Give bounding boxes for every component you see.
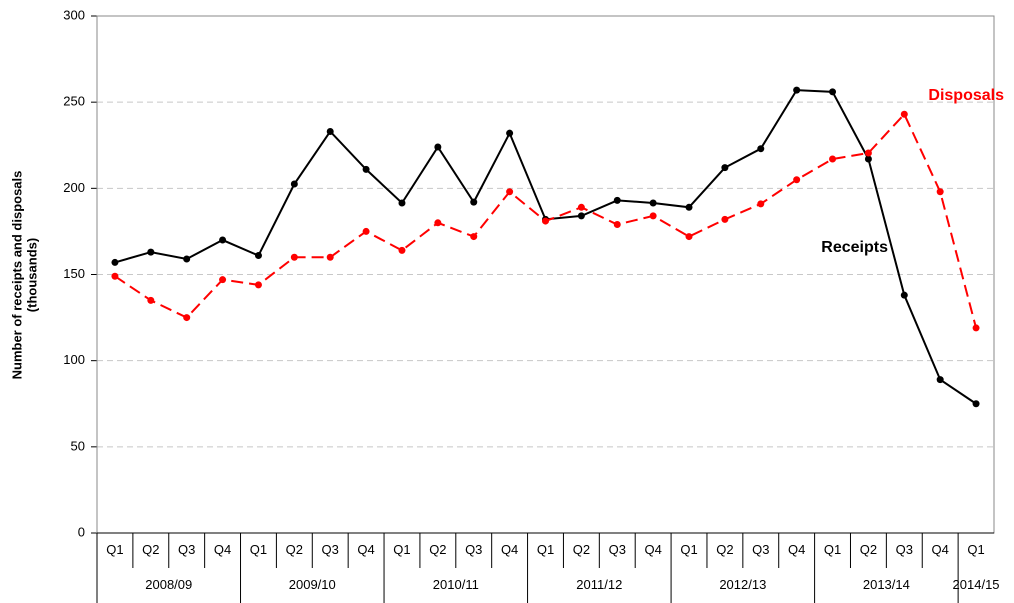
data-point xyxy=(829,88,837,96)
data-point xyxy=(864,155,872,163)
data-point xyxy=(111,272,119,280)
y-tick-label: 150 xyxy=(63,266,85,281)
data-point xyxy=(254,281,262,289)
data-point xyxy=(219,236,227,244)
group-label: 2013/14 xyxy=(863,577,910,592)
data-point xyxy=(290,253,298,261)
y-tick-label: 100 xyxy=(63,352,85,367)
x-tick-label: Q4 xyxy=(644,542,661,557)
data-point xyxy=(183,314,191,322)
y-tick-label: 250 xyxy=(63,94,85,109)
data-point xyxy=(649,212,657,220)
data-point xyxy=(434,143,442,151)
data-point xyxy=(470,233,478,241)
x-tick-label: Q3 xyxy=(322,542,339,557)
data-point xyxy=(470,198,478,206)
data-point xyxy=(542,217,549,225)
data-point xyxy=(577,203,585,211)
data-point xyxy=(506,188,514,196)
y-tick-label: 300 xyxy=(63,7,85,22)
x-tick-label: Q3 xyxy=(752,542,769,557)
data-point xyxy=(721,164,729,172)
x-tick-label: Q3 xyxy=(178,542,195,557)
x-tick-label: Q3 xyxy=(465,542,482,557)
x-tick-label: Q1 xyxy=(250,542,267,557)
group-label: 2009/10 xyxy=(289,577,336,592)
group-label: 2012/13 xyxy=(719,577,766,592)
x-tick-label: Q4 xyxy=(932,542,949,557)
data-point xyxy=(936,188,944,196)
group-label: 2010/11 xyxy=(433,577,479,592)
y-axis-label: (thousands) xyxy=(24,238,39,312)
x-tick-label: Q1 xyxy=(537,542,554,557)
data-point xyxy=(793,176,801,184)
data-point xyxy=(398,199,406,207)
data-point xyxy=(721,215,729,223)
series-label: Receipts xyxy=(821,239,888,256)
x-tick-label: Q2 xyxy=(429,542,446,557)
x-tick-label: Q2 xyxy=(286,542,303,557)
data-point xyxy=(864,149,872,157)
data-point xyxy=(147,248,155,256)
x-tick-label: Q4 xyxy=(357,542,374,557)
data-point xyxy=(398,246,406,254)
data-point xyxy=(685,203,693,211)
x-tick-label: Q4 xyxy=(788,542,805,557)
data-point xyxy=(362,227,370,235)
data-point xyxy=(111,258,119,266)
data-point xyxy=(829,155,837,163)
data-point xyxy=(577,212,585,220)
data-point xyxy=(793,86,801,94)
data-point xyxy=(613,196,621,204)
data-point xyxy=(434,219,442,227)
data-point xyxy=(972,324,980,332)
y-tick-label: 50 xyxy=(71,438,85,453)
data-point xyxy=(972,400,980,408)
data-point xyxy=(147,296,155,304)
y-tick-label: 200 xyxy=(63,180,85,195)
data-point xyxy=(219,276,227,284)
data-point xyxy=(613,221,621,229)
x-tick-label: Q2 xyxy=(716,542,733,557)
data-point xyxy=(326,127,334,135)
data-point xyxy=(685,233,693,241)
x-tick-label: Q1 xyxy=(680,542,697,557)
x-tick-label: Q3 xyxy=(896,542,913,557)
data-point xyxy=(290,180,298,188)
group-label: 2008/09 xyxy=(145,577,192,592)
data-point xyxy=(936,376,944,384)
x-tick-label: Q3 xyxy=(609,542,626,557)
data-point xyxy=(362,165,370,173)
x-tick-label: Q1 xyxy=(106,542,123,557)
data-point xyxy=(900,291,908,299)
x-tick-label: Q1 xyxy=(967,542,984,557)
data-point xyxy=(183,255,191,263)
x-tick-label: Q4 xyxy=(501,542,518,557)
y-tick-label: 0 xyxy=(78,524,85,539)
group-label: 2014/15 xyxy=(953,577,1000,592)
x-tick-label: Q1 xyxy=(393,542,410,557)
series-label: Disposals xyxy=(928,87,1004,104)
data-point xyxy=(649,199,657,207)
x-tick-label: Q4 xyxy=(214,542,231,557)
group-label: 2011/12 xyxy=(576,577,622,592)
x-tick-label: Q2 xyxy=(860,542,877,557)
x-tick-label: Q2 xyxy=(142,542,159,557)
data-point xyxy=(757,145,765,153)
data-point xyxy=(757,200,765,208)
x-tick-label: Q2 xyxy=(573,542,590,557)
y-axis-label: Number of receipts and disposals xyxy=(9,171,24,380)
data-point xyxy=(326,253,334,261)
data-point xyxy=(900,110,908,118)
data-point xyxy=(254,252,262,260)
data-point xyxy=(506,129,514,137)
x-tick-label: Q1 xyxy=(824,542,841,557)
